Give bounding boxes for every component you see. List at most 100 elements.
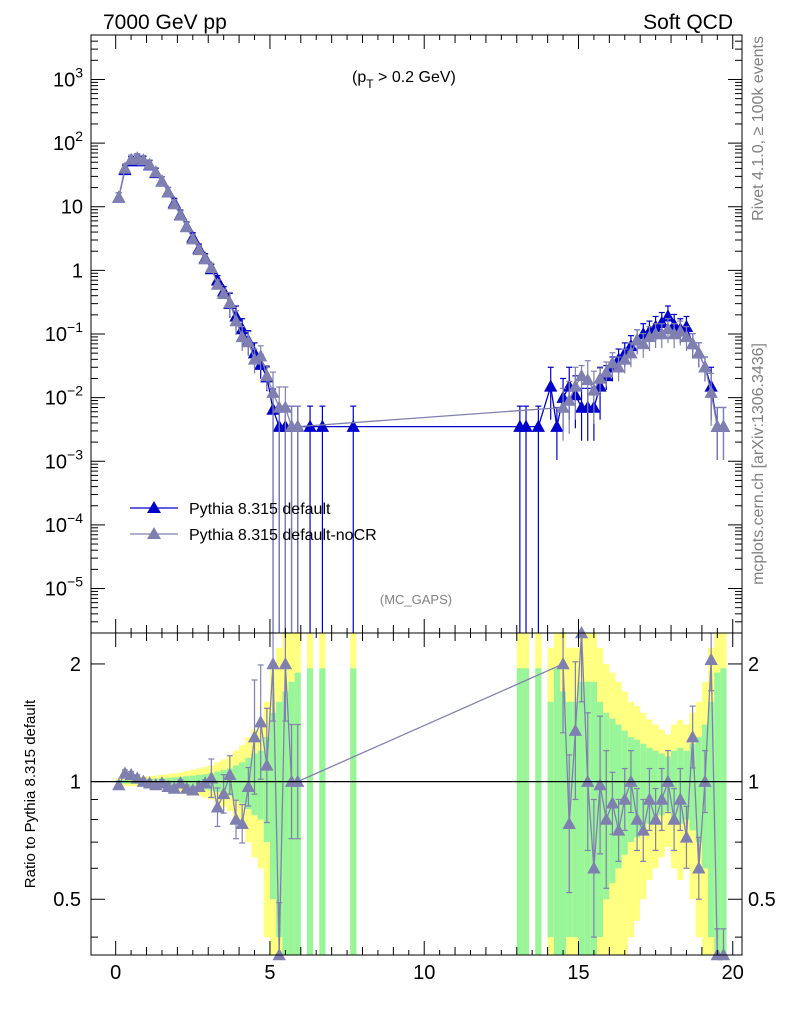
ratio-axes: 0 5 10 15 20 0.5 0.5 1 1 2 2 xyxy=(53,633,776,984)
main-marker-0 xyxy=(550,419,564,432)
ratio-marker xyxy=(618,792,632,805)
ratio-x-tick-label: 0 xyxy=(110,962,121,984)
main-marker-1 xyxy=(605,356,620,369)
main-marker-1 xyxy=(186,232,200,245)
main-marker-0 xyxy=(315,419,330,432)
ratio-plot-frame xyxy=(90,632,743,956)
main-y-tick-label: 103 xyxy=(53,64,83,91)
main-marker-0 xyxy=(679,319,694,332)
ratio-marker xyxy=(667,812,681,825)
ratio-marker xyxy=(278,656,293,670)
main-y-tick-label: 10−5 xyxy=(45,574,83,601)
main-marker-1 xyxy=(204,260,218,273)
main-marker-1 xyxy=(173,208,188,221)
ratio-marker xyxy=(210,800,225,813)
ratio-x-tick-label: 15 xyxy=(567,962,589,984)
main-marker-1 xyxy=(673,324,687,337)
main-marker-1 xyxy=(266,385,280,398)
ratio-marker xyxy=(587,861,601,874)
ratio-uncertainty-bands xyxy=(115,633,727,955)
ratio-band-green xyxy=(615,724,622,869)
ratio-band-green xyxy=(578,681,585,955)
ratio-band-green xyxy=(547,701,554,938)
ratio-marker xyxy=(241,779,256,793)
ratio-marker xyxy=(704,652,718,666)
ratio-y-tick-label-right: 2 xyxy=(748,654,759,676)
ratio-marker xyxy=(673,792,687,805)
ratio-band-green xyxy=(276,701,283,938)
main-marker-1 xyxy=(568,379,583,392)
main-marker-0 xyxy=(519,419,533,432)
ratio-band-green xyxy=(522,668,530,955)
ratio-marker xyxy=(716,948,731,961)
main-marker-1 xyxy=(698,360,712,373)
side-text-mcplots: mcplots.cern.ch [arXiv:1306.3436] xyxy=(750,343,767,585)
ratio-marker xyxy=(562,816,576,830)
ratio-band-green xyxy=(516,668,523,955)
ratio-x-tick-label: 5 xyxy=(264,962,275,984)
side-text-rivet: Rivet 4.1.0, ≥ 100k events xyxy=(750,36,767,221)
ratio-marker xyxy=(698,774,712,787)
ratio-marker xyxy=(605,796,620,809)
main-marker-1 xyxy=(198,252,212,265)
ratio-band-green xyxy=(652,750,659,820)
main-marker-1 xyxy=(587,383,601,396)
ratio-band-green xyxy=(572,701,579,938)
ratio-y-tick-label-left: 1 xyxy=(70,772,81,794)
main-marker-1 xyxy=(624,346,638,359)
ratio-y-tick-label-right: 1 xyxy=(748,772,759,794)
ratio-marker xyxy=(679,830,694,843)
ratio-marker xyxy=(636,823,650,836)
cut-label: (pT > 0.2 GeV) xyxy=(352,69,456,91)
main-marker-1 xyxy=(692,346,706,359)
ratio-marker xyxy=(223,767,237,781)
main-marker-1 xyxy=(167,197,181,210)
main-marker-1 xyxy=(655,327,669,340)
ratio-y-axis-label: Ratio to Pythia 8.315 default xyxy=(22,699,39,888)
ratio-marker xyxy=(204,771,218,784)
ratio-marker xyxy=(266,656,280,670)
ratio-marker xyxy=(593,778,607,791)
ratio-marker xyxy=(254,715,268,728)
ratio-marker xyxy=(581,774,595,787)
left-title: 7000 GeV pp xyxy=(103,11,227,34)
ratio-band-green xyxy=(306,668,314,955)
analysis-tag: (MC_GAPS) xyxy=(380,592,452,607)
main-marker-1 xyxy=(716,419,731,432)
legend: Pythia 8.315 default Pythia 8.315 defaul… xyxy=(130,501,377,544)
main-marker-1 xyxy=(149,165,163,178)
ratio-band-green xyxy=(239,762,246,804)
ratio-marker xyxy=(229,812,243,825)
main-marker-1 xyxy=(618,352,632,365)
main-marker-1 xyxy=(241,334,256,348)
ratio-band-green xyxy=(232,765,240,800)
ratio-band-green xyxy=(689,743,696,831)
legend-marker-default xyxy=(147,501,161,513)
main-marker-1 xyxy=(260,368,274,382)
main-marker-1 xyxy=(581,372,595,386)
main-marker-0 xyxy=(531,419,546,432)
ratio-band-green xyxy=(708,701,715,938)
ratio-marker xyxy=(692,861,706,874)
ratio-marker xyxy=(655,792,669,805)
ratio-band-green xyxy=(319,668,326,955)
ratio-marker xyxy=(198,776,212,789)
ratio-marker xyxy=(685,730,700,743)
ratio-band-green xyxy=(553,668,560,955)
main-marker-1 xyxy=(235,329,249,343)
main-series-line-0 xyxy=(118,158,724,428)
main-y-axis: 10−5 10−4 10−3 10−2 10−1 1 10 102 103 xyxy=(45,34,742,633)
ratio-marker xyxy=(112,778,126,791)
ratio-marker xyxy=(568,723,583,736)
main-marker-1 xyxy=(210,277,225,290)
ratio-marker xyxy=(217,786,231,800)
main-marker-1 xyxy=(593,371,607,384)
ratio-band-green xyxy=(695,737,702,843)
main-y-tick-label: 10−4 xyxy=(45,510,83,537)
main-marker-1 xyxy=(179,220,194,233)
main-marker-1 xyxy=(704,385,718,398)
ratio-marker xyxy=(235,816,249,830)
ratio-band-green xyxy=(640,743,647,831)
ratio-band-green xyxy=(714,672,721,955)
